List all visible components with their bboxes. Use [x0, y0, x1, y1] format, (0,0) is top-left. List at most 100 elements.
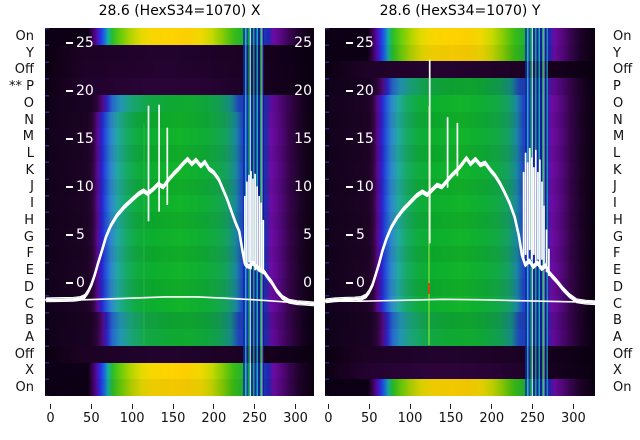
x-tick-mark [254, 404, 256, 409]
row-label-left: A [25, 329, 34, 345]
x-tick-mark [368, 404, 370, 409]
row-label-right: D [613, 279, 624, 295]
row-label-left: E [25, 263, 34, 279]
x-tick-label: 200 [201, 411, 227, 426]
row-label-left: D [23, 279, 34, 295]
accent-line [428, 283, 430, 294]
y-tick-mark [346, 90, 353, 92]
x-tick-label: 0 [46, 411, 55, 426]
row-label-left: F [26, 246, 34, 262]
x-tick-label: 100 [119, 411, 145, 426]
x-tick-label: 200 [479, 411, 505, 426]
left-axis-labels: On Y Off ** P O N M L K J I H G F E D C B A Off X On [0, 0, 34, 440]
x-tick-label: 100 [397, 411, 423, 426]
panel-x-axis: 0 50 100 150 200 250 300 [45, 396, 314, 430]
row-label-left: X [25, 363, 34, 379]
x-tick-mark [295, 404, 296, 409]
panel-x-heatmap: 25 25 20 20 15 15 10 10 5 5 0 0 [45, 28, 314, 396]
row-label-left: N [24, 112, 34, 128]
y-tick-label: 10 [356, 179, 374, 195]
row-label-left: H [24, 212, 34, 228]
x-tick-label: 250 [242, 411, 268, 426]
y-tick-mark [346, 234, 353, 236]
row-label-right: M [613, 129, 625, 145]
y-tick-label: 5 [76, 227, 85, 243]
baseline-trace [325, 298, 595, 303]
row-label-right: H [613, 212, 623, 228]
row-label-left: C [24, 296, 34, 312]
row-label-right: I [613, 196, 617, 212]
y-tick-label-right: 0 [303, 275, 312, 291]
y-tick-mark [346, 138, 353, 140]
profile-trace [45, 157, 314, 306]
row-label-right: On [613, 380, 632, 396]
row-label-left: I [30, 196, 34, 212]
row-label-right: B [613, 313, 622, 329]
x-tick-label: 50 [83, 411, 100, 426]
x-tick-label: 150 [438, 411, 464, 426]
x-tick-mark [572, 404, 574, 409]
row-label-right: On [613, 28, 632, 44]
y-tick-label: 25 [356, 35, 374, 51]
accent-line [428, 106, 430, 345]
y-tick-label: 5 [356, 227, 365, 243]
baseline-trace [45, 296, 314, 305]
y-tick-label-right: 25 [294, 35, 312, 51]
profile-trace-strand [45, 160, 314, 307]
row-label-right: X [613, 363, 622, 379]
row-label-left: G [23, 229, 34, 245]
row-label-right: A [613, 329, 622, 345]
row-label-left: J [30, 179, 34, 195]
y-tick-mark [66, 186, 73, 188]
y-tick-mark [66, 138, 73, 140]
panel-y-axis: 0 50 100 150 200 250 300 [324, 396, 595, 430]
panel-x-title: 28.6 (HexS34=1070) X [98, 3, 261, 19]
row-label-right: Off [613, 62, 633, 78]
y-tick-label: 20 [356, 83, 374, 99]
row-label-right: F [613, 246, 621, 262]
x-tick-label: 0 [324, 411, 333, 426]
x-tick-mark [213, 404, 215, 409]
row-label-right: N [613, 112, 623, 128]
spike-traces [147, 104, 265, 275]
y-tick-mark [66, 90, 73, 92]
profile-trace-strand [45, 156, 314, 303]
y-tick-label-right: 20 [294, 83, 312, 99]
row-label-left: L [26, 145, 34, 161]
row-label-left: On [15, 28, 34, 44]
row-label-right: E [613, 263, 622, 279]
panel-y-heatmap: 25 20 15 10 5 0 [325, 28, 595, 396]
y-tick-label: 15 [76, 131, 94, 147]
x-tick-mark [172, 404, 174, 409]
y-tick-label: 0 [356, 275, 365, 291]
x-tick-mark [450, 404, 452, 409]
x-tick-mark [90, 404, 92, 409]
x-tick-label: 300 [560, 411, 586, 426]
row-label-right: Y [613, 45, 621, 61]
x-tick-label: 250 [520, 411, 545, 426]
y-tick-label-right: 10 [294, 179, 312, 195]
row-label-right: Off [613, 346, 633, 362]
y-tick-mark [346, 186, 353, 188]
x-tick-label: 50 [360, 411, 378, 426]
row-label-left: Off [14, 346, 34, 362]
row-label-right: P [613, 79, 621, 95]
signal-traces [325, 59, 595, 306]
x-tick-mark [409, 404, 411, 409]
row-label-right: L [613, 145, 621, 161]
row-label-left: Off [14, 62, 34, 78]
y-tick-mark [346, 282, 353, 284]
y-tick-mark [346, 42, 353, 44]
row-label-left: B [25, 313, 34, 329]
panel-y-title: 28.6 (HexS34=1070) Y [379, 3, 541, 19]
row-label-right: K [613, 162, 622, 178]
row-label-left: M [22, 129, 34, 145]
profile-trace-strand [325, 159, 595, 306]
y-tick-label: 0 [76, 275, 85, 291]
row-label-right: C [613, 296, 623, 312]
x-tick-mark [131, 404, 133, 409]
x-tick-label: 300 [283, 411, 308, 426]
row-label-left: O [23, 95, 34, 111]
y-tick-label: 10 [76, 179, 94, 195]
